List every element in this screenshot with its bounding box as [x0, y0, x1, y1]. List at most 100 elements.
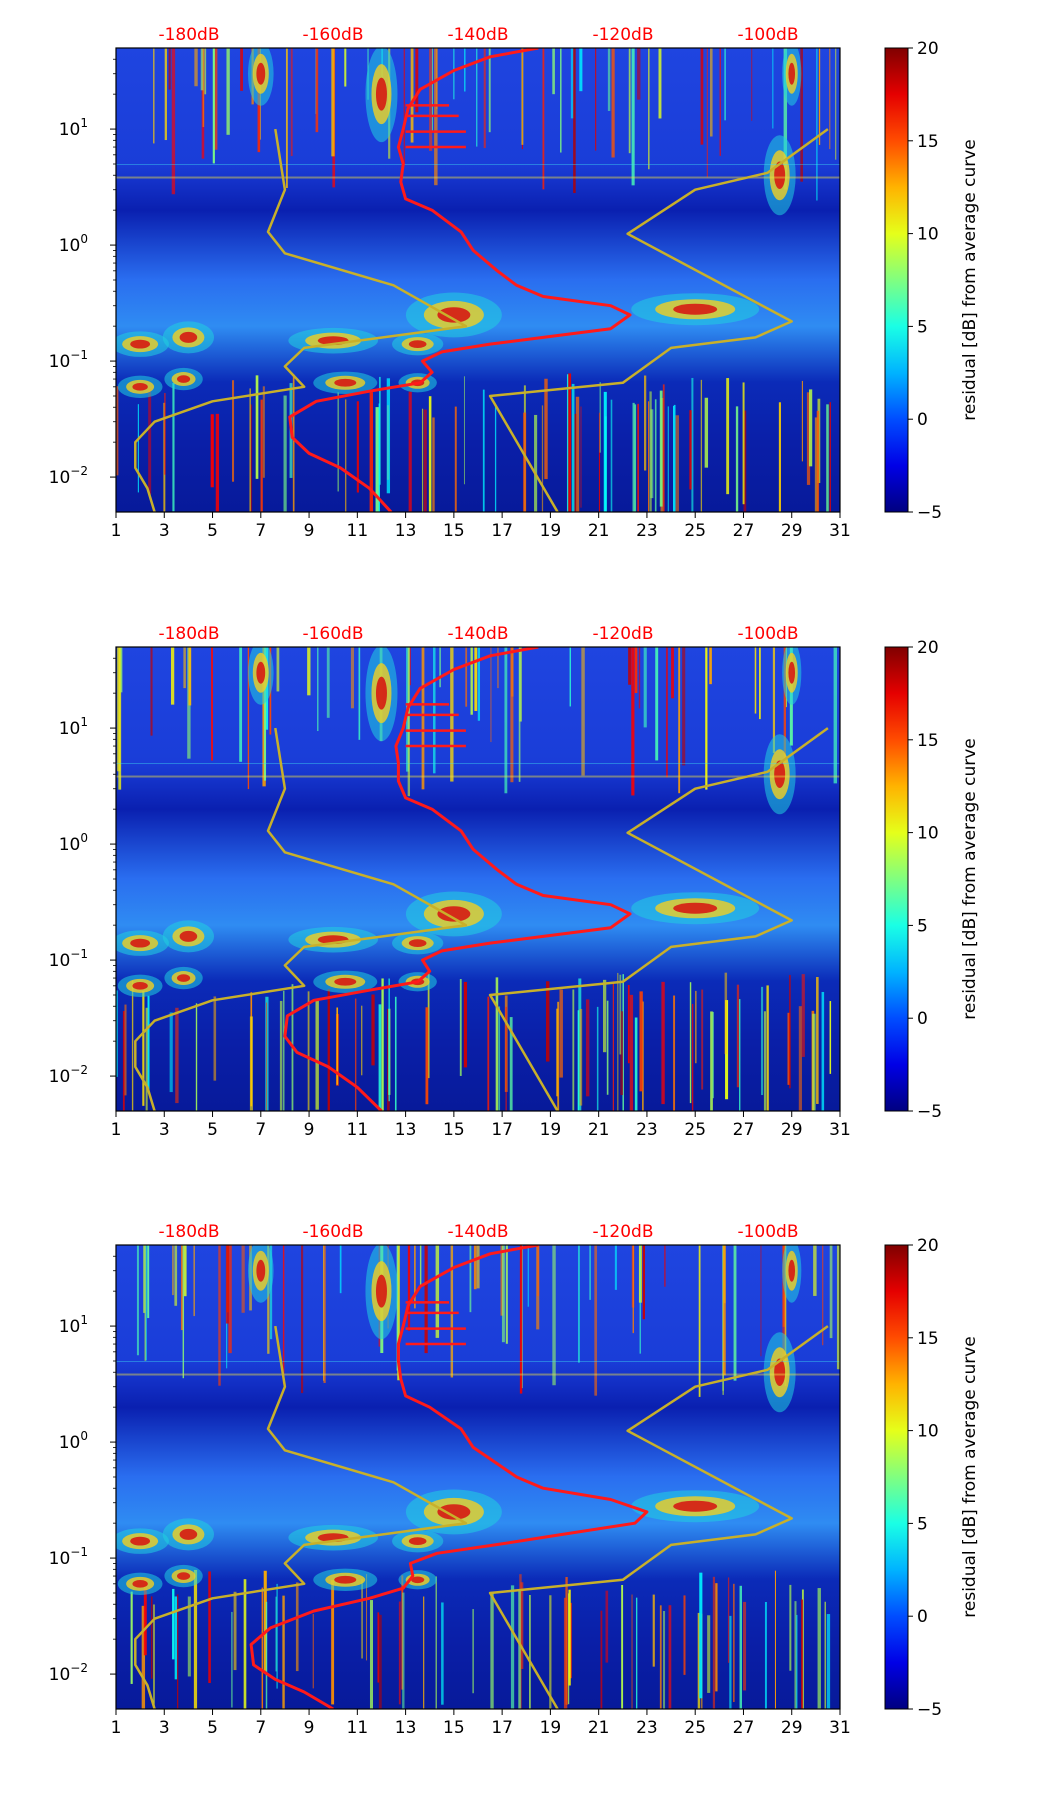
event-streak [733, 1245, 737, 1381]
event-streak [612, 982, 614, 1111]
event-streak [441, 1602, 444, 1705]
event-streak [634, 1017, 638, 1111]
event-streak [145, 1007, 148, 1111]
event-streak [794, 1601, 797, 1709]
colorbar [884, 1244, 909, 1710]
event-streak [177, 1594, 179, 1709]
x-tick-label: 25 [684, 521, 706, 541]
event-streak [490, 647, 492, 743]
event-streak [183, 1245, 187, 1297]
y-tick-exponent: 0 [80, 232, 88, 246]
event-streak [722, 1245, 724, 1391]
y-tick-base: 10 [59, 1317, 81, 1337]
event-streak [648, 48, 650, 170]
x-tick-label: 21 [588, 1120, 610, 1140]
x-tick-label: 23 [636, 521, 658, 541]
event-streak [172, 383, 175, 512]
event-streak [431, 48, 434, 131]
event-streak [470, 647, 473, 715]
event-streak [621, 1585, 624, 1709]
event-streak [563, 1597, 568, 1709]
y-tick-exponent: −2 [70, 1661, 88, 1675]
event-streak [433, 647, 436, 774]
event-streak [642, 1245, 645, 1320]
event-streak [164, 393, 166, 475]
event-streak [559, 989, 563, 1078]
colorbar-tick-label: 0 [917, 1607, 928, 1627]
event-streak [659, 390, 663, 507]
event-streak [743, 410, 747, 512]
noise-blob-core [176, 375, 191, 383]
event-streak [505, 1006, 507, 1111]
event-streak [200, 48, 204, 91]
event-streak [361, 1005, 363, 1076]
event-streak [712, 1011, 714, 1099]
x-tick-label: 5 [207, 1120, 218, 1140]
x-tick-label: 9 [304, 521, 315, 541]
top-db-label: -180dB [158, 1222, 219, 1242]
event-streak [682, 647, 686, 766]
event-streak [117, 647, 121, 772]
event-streak [358, 647, 361, 740]
event-streak [225, 1245, 229, 1324]
noise-blob-core [408, 1537, 427, 1545]
noise-blob-core [375, 1274, 387, 1308]
x-tick-label: 21 [588, 521, 610, 541]
event-streak [381, 978, 384, 1111]
event-streak [787, 1012, 791, 1085]
event-streak [397, 1245, 400, 1381]
event-streak [228, 1245, 232, 1354]
event-streak [265, 1601, 268, 1709]
event-streak [691, 377, 694, 512]
x-tick-label: 27 [733, 1120, 755, 1140]
event-streak [212, 48, 215, 164]
event-streak [622, 974, 624, 1111]
colorbar-tick-label: 10 [917, 225, 939, 245]
x-tick-label: 17 [491, 1120, 513, 1140]
top-db-label: -100dB [737, 624, 798, 644]
event-streak [137, 404, 139, 493]
event-streak [631, 647, 635, 796]
x-tick-label: 7 [255, 521, 266, 541]
average-psd-curve [288, 48, 632, 512]
noise-blob-core [176, 974, 191, 982]
event-streak [735, 406, 739, 512]
event-streak [150, 647, 153, 736]
event-streak [544, 378, 548, 480]
event-streak [396, 1245, 399, 1371]
event-streak [634, 404, 637, 512]
event-streak [602, 979, 607, 1053]
event-streak [175, 1007, 179, 1104]
x-tick-label: 1 [111, 1120, 122, 1140]
event-streak [336, 1007, 339, 1085]
tonal-line [116, 164, 840, 165]
event-streak [689, 410, 692, 490]
event-streak [326, 647, 330, 718]
y-tick-label: 101 [59, 116, 88, 140]
event-streak [707, 1615, 711, 1693]
event-streak [695, 990, 697, 1064]
colorbar-label: residual [dB] from average curve [960, 1336, 980, 1617]
noise-blob-core [334, 1575, 357, 1584]
event-streak [598, 412, 601, 512]
x-tick-label: 29 [781, 521, 803, 541]
x-tick-label: 17 [491, 521, 513, 541]
event-streak [709, 647, 712, 685]
event-streak [402, 1592, 405, 1709]
y-tick-base: 10 [59, 1433, 81, 1453]
event-streak [600, 1610, 603, 1709]
event-streak [147, 1245, 150, 1319]
event-streak [549, 1595, 552, 1709]
event-streak [266, 1002, 268, 1111]
y-tick-base: 10 [59, 719, 81, 739]
event-streak [505, 1245, 508, 1344]
colorbar [884, 47, 909, 513]
event-streak [665, 647, 668, 778]
event-streak [285, 48, 288, 189]
event-streak [226, 48, 230, 135]
event-streak [826, 404, 829, 512]
event-streak [143, 1245, 146, 1313]
noise-blob-core [132, 1579, 148, 1588]
event-streak [637, 48, 641, 100]
y-tick-exponent: 1 [80, 1313, 88, 1327]
